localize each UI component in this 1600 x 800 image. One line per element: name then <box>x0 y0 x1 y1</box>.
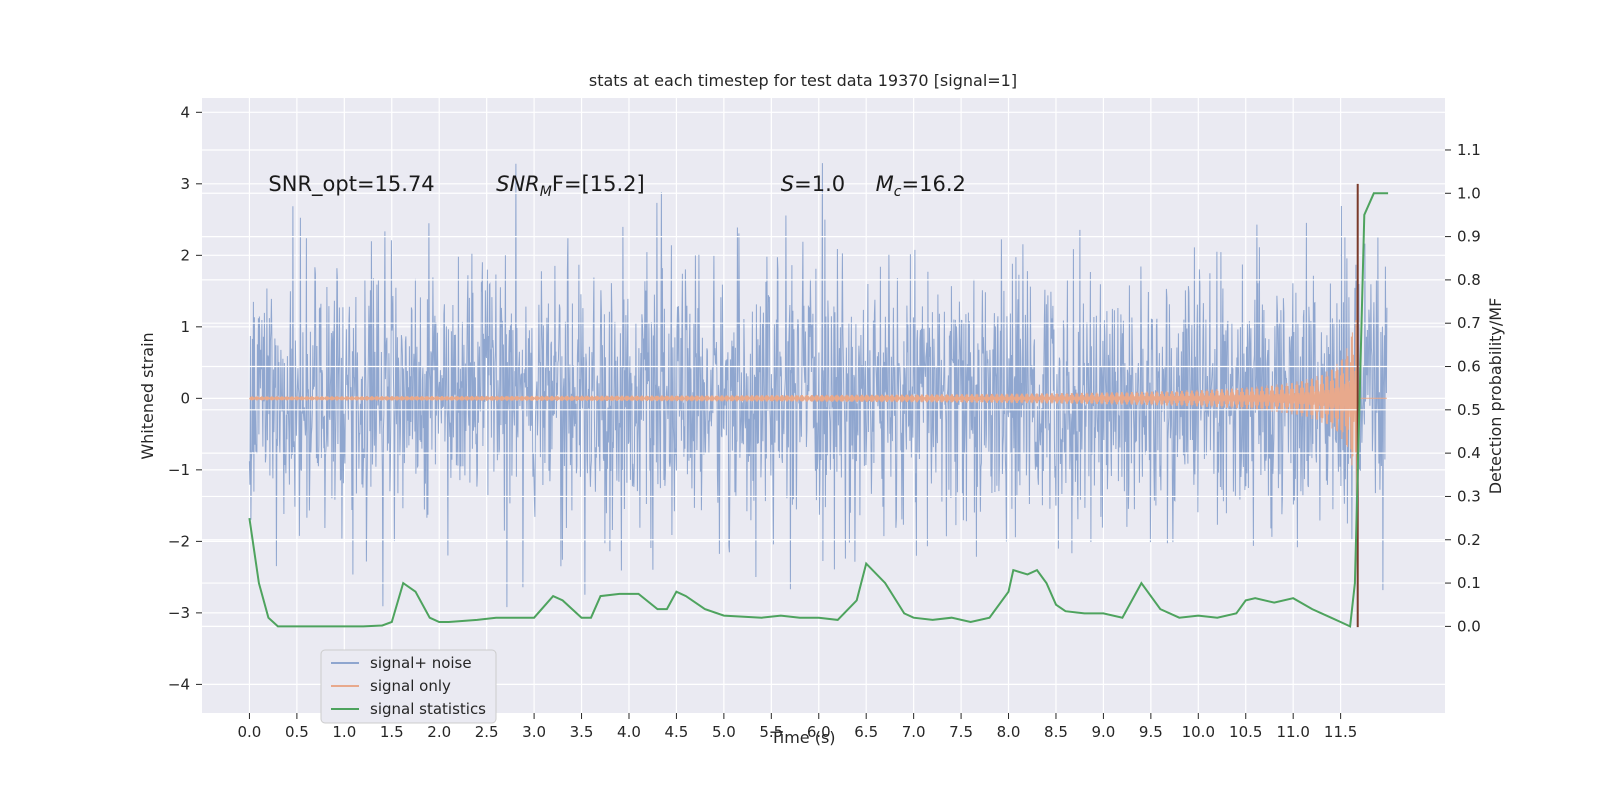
legend-label-signal-noise: signal+ noise <box>370 654 472 672</box>
x-tick-label: 1.0 <box>332 723 356 741</box>
x-tick-label: 11.5 <box>1324 723 1357 741</box>
x-tick-label: 2.0 <box>427 723 451 741</box>
y2-tick-label: 0.3 <box>1457 487 1481 505</box>
x-tick-label: 0.5 <box>285 723 309 741</box>
y2-axis-label: Detection probability/MF <box>1486 298 1505 495</box>
x-tick-label: 9.5 <box>1139 723 1163 741</box>
x-tick-label: 1.5 <box>380 723 404 741</box>
legend-label-signal-only: signal only <box>370 677 451 695</box>
y2-tick-label: 0.2 <box>1457 531 1481 549</box>
y2-tick-label: 0.9 <box>1457 228 1481 246</box>
annotation-s-main: S <box>781 172 794 196</box>
y2-axis-ticks: 0.0 0.1 0.2 0.3 0.4 0.5 0.6 0.7 0.8 0.9 1.0 1.1 <box>1445 141 1481 635</box>
y-tick-label: 3 <box>180 175 190 193</box>
annotation-snr-mf-value: F=[15.2] <box>552 172 645 196</box>
x-axis-label: Time (s) <box>769 728 835 747</box>
annotation-mc-main: M <box>876 172 894 196</box>
y-tick-label: −2 <box>168 532 190 550</box>
y-tick-label: 4 <box>180 103 190 121</box>
x-axis-ticks: 0.0 0.5 1.0 1.5 2.0 2.5 3.0 3.5 4.0 4.5 5.0 5.5 6.0 6… <box>238 713 1357 741</box>
x-tick-label: 4.5 <box>664 723 688 741</box>
y2-tick-label: 0.5 <box>1457 401 1481 419</box>
y-tick-label: −4 <box>168 675 190 693</box>
x-tick-label: 10.0 <box>1182 723 1215 741</box>
x-tick-label: 6.0 <box>807 723 831 741</box>
x-tick-label: 3.0 <box>522 723 546 741</box>
x-tick-label: 9.0 <box>1091 723 1115 741</box>
annotation-snr-mf-sub: M <box>540 184 552 200</box>
y-tick-label: −3 <box>168 604 190 622</box>
annotations: SNR_opt=15.74 SNRMF=[15.2] S=1.0 Mc=16.2 <box>268 172 965 200</box>
x-tick-label: 3.5 <box>570 723 594 741</box>
legend-label-signal-statistics: signal statistics <box>370 700 486 718</box>
x-tick-label: 8.5 <box>1044 723 1068 741</box>
annotation-s: S=1.0 <box>781 172 845 196</box>
y2-tick-label: 0.0 <box>1457 617 1481 635</box>
y-tick-label: 0 <box>180 389 190 407</box>
x-tick-label: 11.0 <box>1276 723 1309 741</box>
x-tick-label: 10.5 <box>1229 723 1262 741</box>
y-axis-ticks: −4 −3 −2 −1 0 1 2 3 4 <box>168 103 202 693</box>
x-tick-label: 7.5 <box>949 723 973 741</box>
series-signal-noise <box>248 163 1388 608</box>
annotation-mc-sub: c <box>894 184 902 200</box>
y2-tick-label: 0.7 <box>1457 314 1481 332</box>
chart-title: stats at each timestep for test data 193… <box>589 71 1017 90</box>
x-tick-label: 5.5 <box>759 723 783 741</box>
annotation-s-value: =1.0 <box>794 172 845 196</box>
x-tick-label: 2.5 <box>475 723 499 741</box>
y2-tick-label: 0.6 <box>1457 358 1481 376</box>
y2-tick-label: 0.4 <box>1457 444 1481 462</box>
y2-tick-label: 0.1 <box>1457 574 1481 592</box>
series-signal-only <box>248 289 1387 510</box>
legend: signal+ noise signal only signal statist… <box>320 649 497 724</box>
annotation-mc-value: =16.2 <box>902 172 966 196</box>
legend-box <box>320 649 497 724</box>
annotation-snr-mf: SNRMF=[15.2] <box>496 172 645 200</box>
y-tick-label: 1 <box>180 318 190 336</box>
annotation-mc: Mc=16.2 <box>876 172 966 200</box>
grid-y2 <box>202 149 1445 627</box>
x-tick-label: 4.0 <box>617 723 641 741</box>
x-tick-label: 6.5 <box>854 723 878 741</box>
y2-tick-label: 1.0 <box>1457 184 1481 202</box>
x-tick-label: 5.0 <box>712 723 736 741</box>
x-tick-label: 7.0 <box>902 723 926 741</box>
y-tick-label: 2 <box>180 246 190 264</box>
annotation-snr-opt: SNR_opt=15.74 <box>268 172 434 197</box>
x-tick-label: 8.0 <box>997 723 1021 741</box>
y2-tick-label: 0.8 <box>1457 271 1481 289</box>
annotation-snr-mf-main: SNR <box>496 172 540 196</box>
x-tick-label: 0.0 <box>238 723 262 741</box>
series-signal-statistics <box>248 192 1389 628</box>
y2-tick-label: 1.1 <box>1457 141 1481 159</box>
y-tick-label: −1 <box>168 461 190 479</box>
y-axis-label: Whitened strain <box>138 332 157 459</box>
